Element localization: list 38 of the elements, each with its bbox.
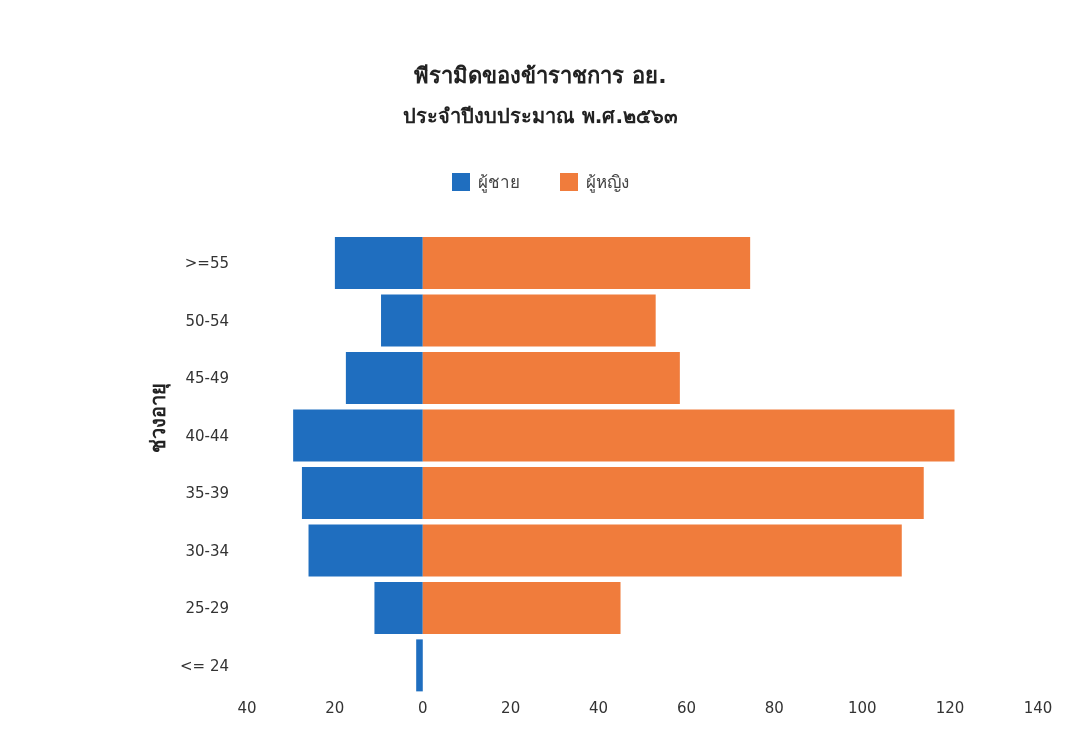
x-tick-label: 20 (501, 698, 521, 717)
y-axis-title: ช่วงอายุ (145, 383, 172, 453)
y-tick-label: 50-54 (185, 311, 229, 330)
bar (422, 409, 955, 462)
x-tick-label: 40 (589, 698, 609, 717)
bar (422, 236, 751, 289)
y-tick-label: 30-34 (185, 541, 229, 560)
chart-subtitle: ประจำปีงบประมาณ พ.ศ.๒๕๖๓ (401, 103, 680, 130)
y-tick-label: 35-39 (185, 484, 229, 503)
bar (334, 236, 423, 289)
x-tick-label: 140 (1023, 698, 1053, 717)
y-tick-label: <= 24 (180, 656, 229, 675)
x-tick-label: 0 (418, 698, 428, 717)
bar (293, 409, 423, 462)
bar (301, 466, 423, 519)
x-tick-label: 60 (676, 698, 696, 717)
x-tick-label: 80 (764, 698, 784, 717)
x-tick-label: 120 (935, 698, 965, 717)
y-tick-label: 40-44 (185, 426, 229, 445)
bar (422, 466, 924, 519)
bar (422, 581, 621, 634)
y-tick-label: >=55 (184, 254, 229, 273)
bar (345, 351, 423, 404)
x-tick-label: 40 (237, 698, 257, 717)
bar (422, 351, 680, 404)
x-tick-label: 20 (325, 698, 345, 717)
y-tick-label: 45-49 (185, 369, 229, 388)
bar (422, 294, 656, 347)
bar (308, 524, 423, 577)
x-tick-label: 100 (847, 698, 877, 717)
bar (374, 581, 423, 634)
legend-label: ผู้หญิง (585, 171, 629, 195)
bar (416, 639, 423, 692)
bar (422, 524, 902, 577)
chart-title: พีรามิดของข้าราชการ อย. (413, 62, 668, 90)
legend-label: ผู้ชาย (477, 171, 520, 195)
bar (381, 294, 423, 347)
y-tick-label: 25-29 (185, 599, 229, 618)
